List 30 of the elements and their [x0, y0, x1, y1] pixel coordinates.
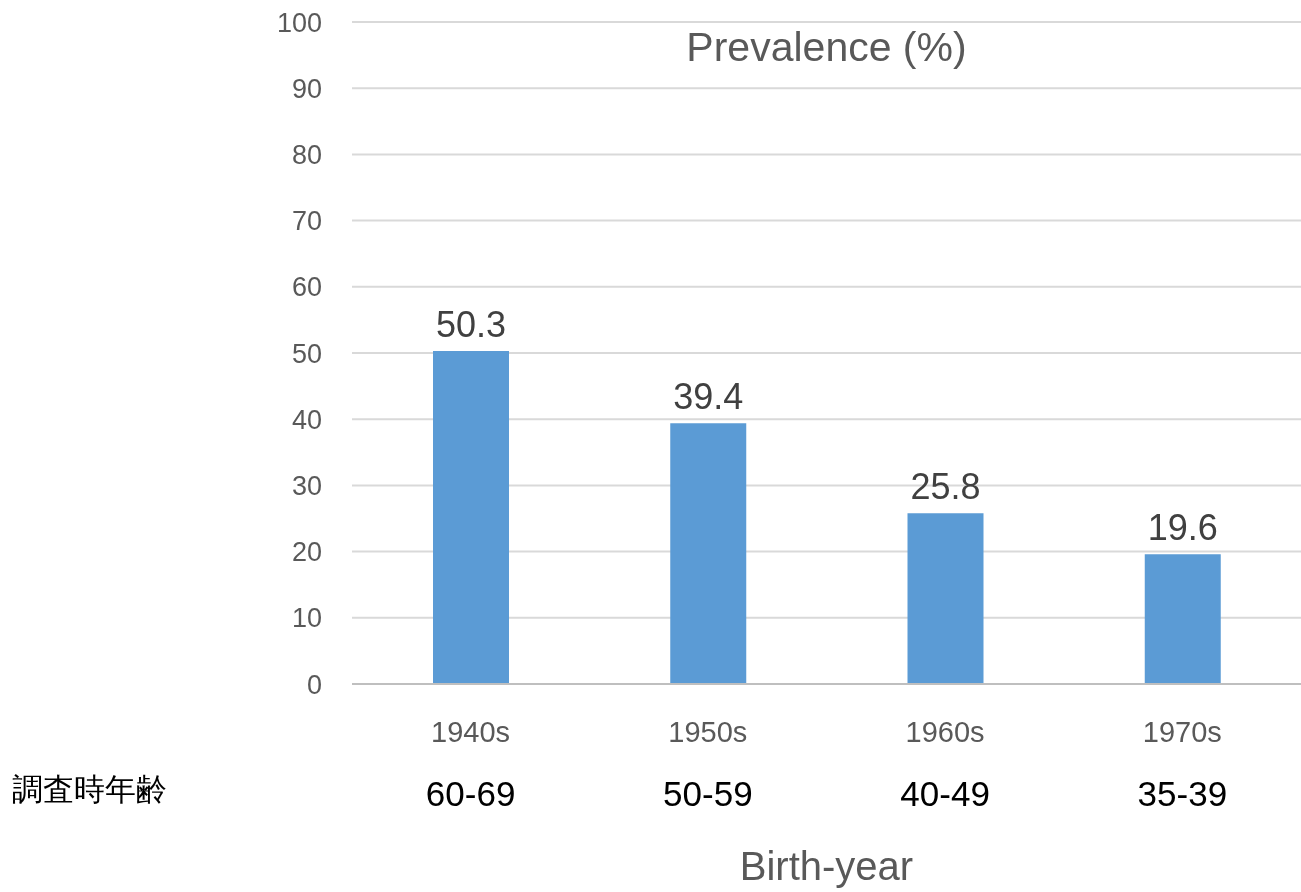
- y-tick-label: 40: [291, 404, 322, 435]
- x-tick-label: 1950s: [668, 716, 748, 748]
- y-tick-label: 20: [291, 537, 322, 568]
- y-tick-label: 10: [291, 603, 322, 634]
- data-label: 50.3: [435, 304, 507, 346]
- y-tick-label: 50: [291, 338, 322, 369]
- y-tick-label: 60: [291, 272, 322, 303]
- x-tick-label: 1970s: [1142, 716, 1222, 748]
- y-tick-label: 80: [291, 139, 322, 170]
- bar: [1144, 554, 1221, 684]
- y-tick-label: 30: [291, 470, 322, 501]
- data-label: 25.8: [910, 466, 981, 508]
- y-tick-label: 70: [291, 206, 322, 237]
- text: 35-39: [1137, 773, 1228, 813]
- text: 40-49: [900, 773, 990, 813]
- bar: [670, 423, 747, 684]
- y-tick-label: 90: [291, 73, 322, 104]
- data-label: 39.4: [673, 376, 744, 418]
- text: 50-59: [663, 773, 753, 813]
- data-label: 19.6: [1147, 507, 1218, 549]
- text: 60-69: [425, 773, 516, 813]
- y-tick-label: 100: [276, 7, 322, 38]
- text: 調査時年齢: [12, 771, 167, 809]
- bar: [907, 513, 984, 684]
- x-tick-label: 1940s: [431, 716, 511, 748]
- x-axis-title: Birth-year: [738, 843, 915, 890]
- x-tick-label: 1960s: [905, 716, 985, 748]
- chart-title: Prevalence (%): [685, 23, 968, 72]
- bar: [433, 351, 509, 684]
- y-tick-label: 0: [306, 669, 322, 700]
